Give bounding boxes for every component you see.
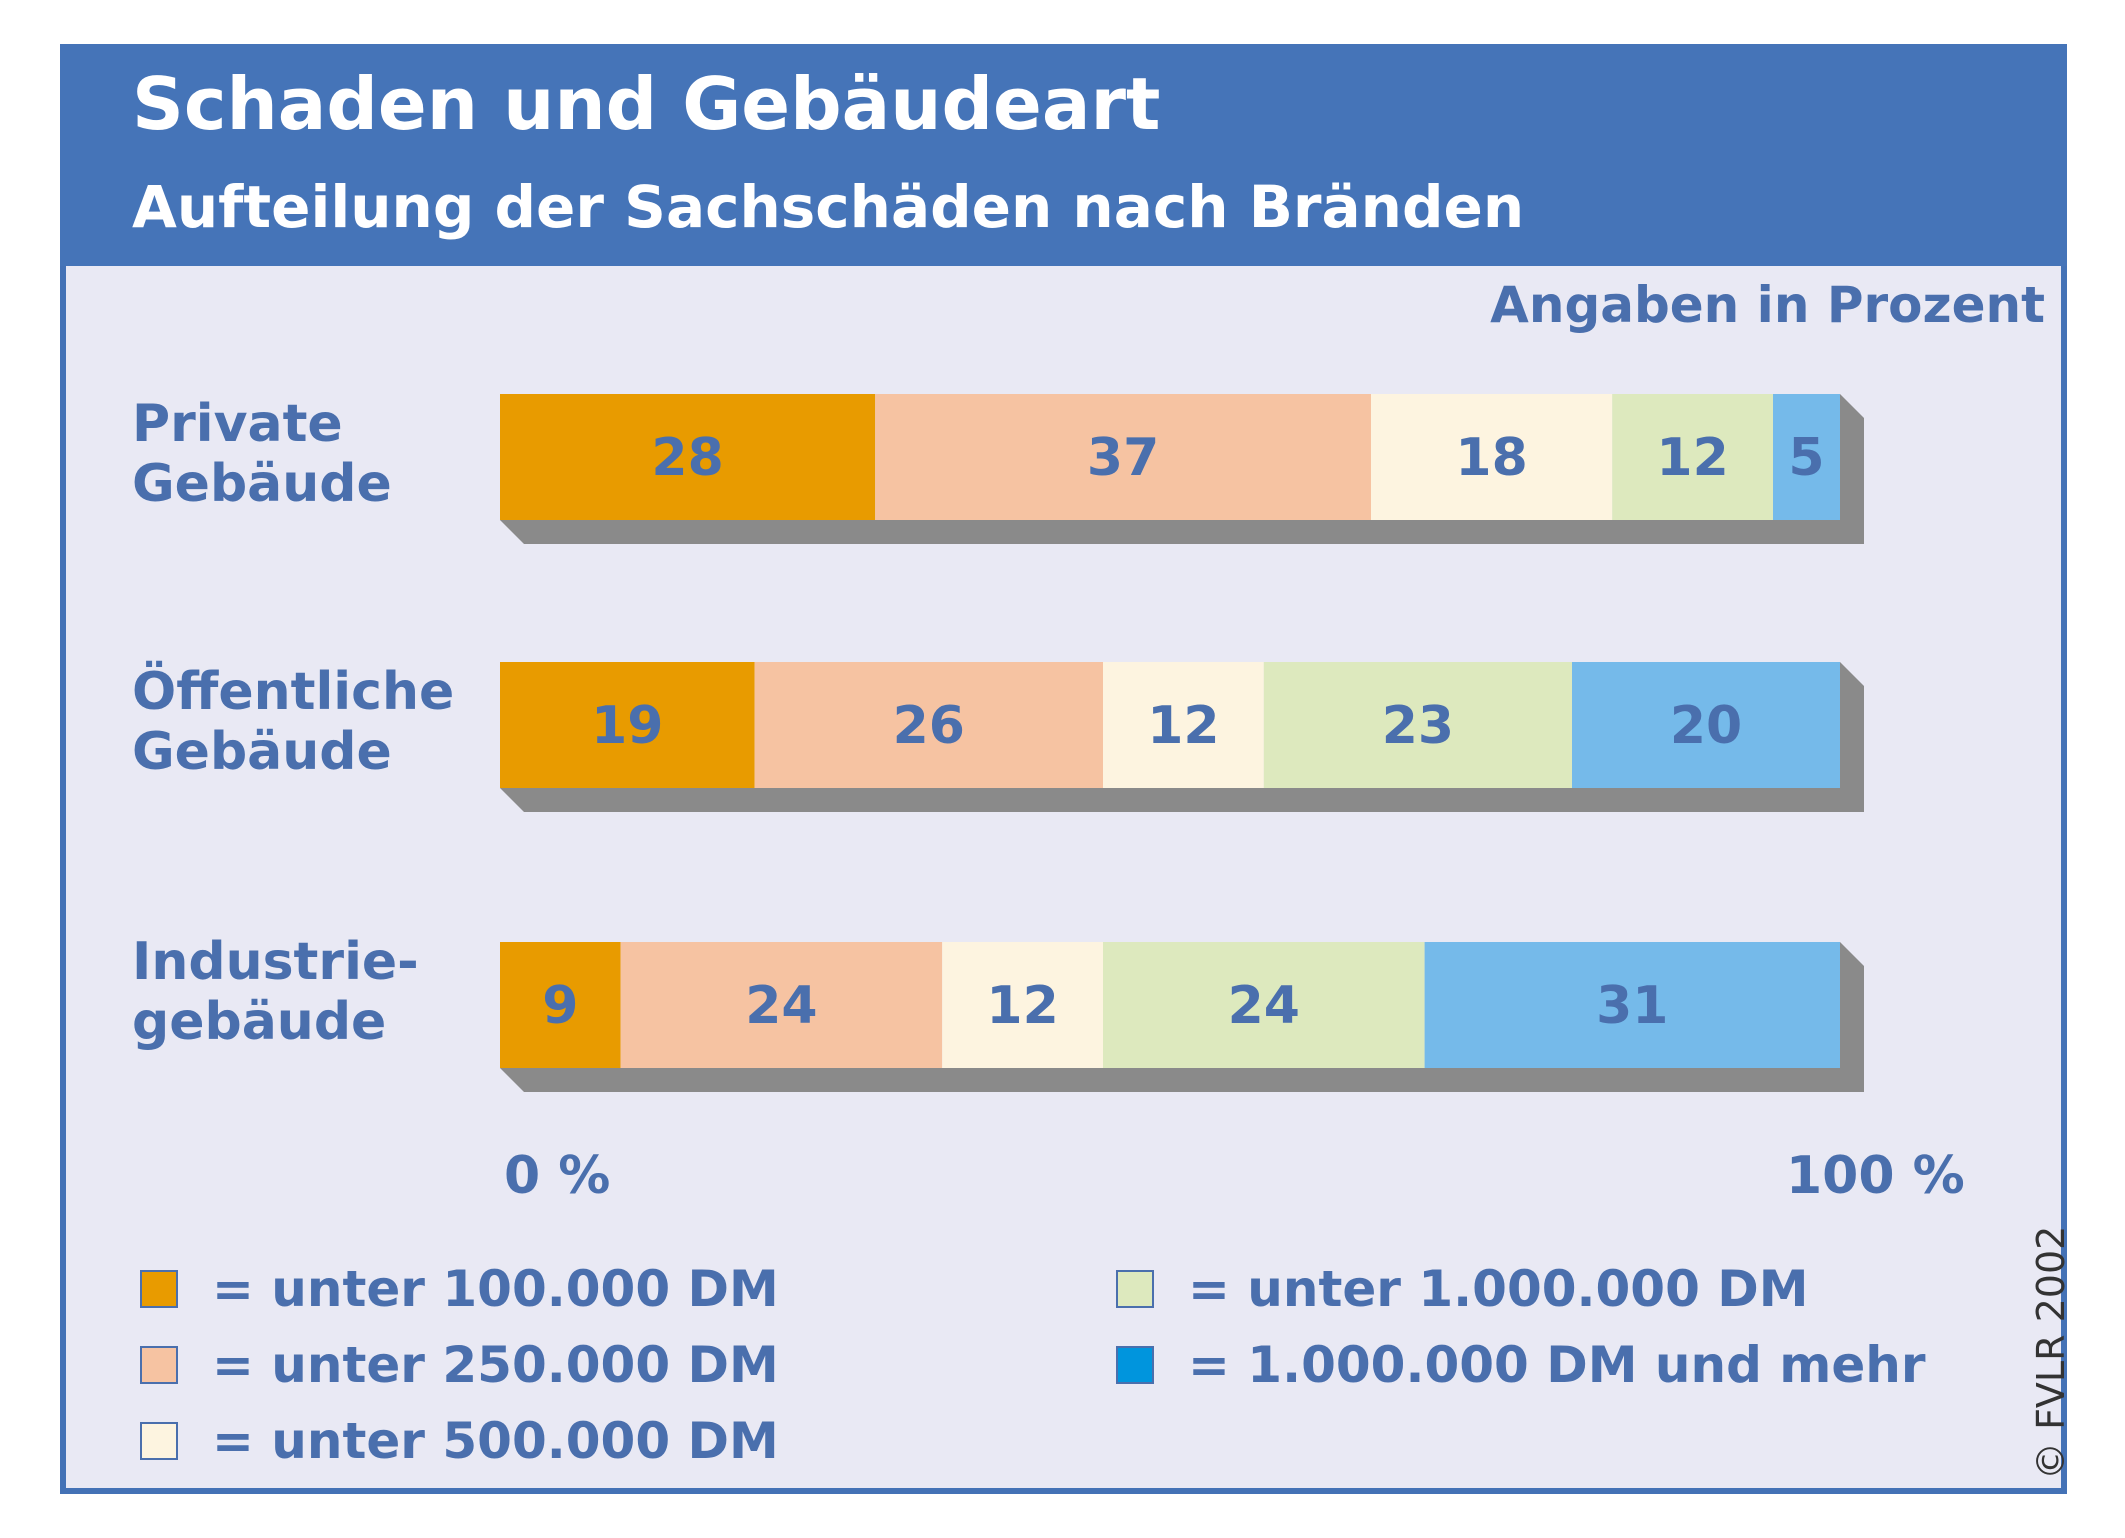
data-label-private-4: 5 [1788,428,1824,488]
bar-segment-private-1 [875,394,1371,520]
bar-segment-industry-1 [620,942,943,1068]
bar-shadow-public [500,662,1864,812]
legend-label: = unter 100.000 DM [212,1260,779,1318]
legend-item-100k: = unter 100.000 DM [140,1260,779,1318]
unit-note: Angaben in Prozent [1490,276,2045,334]
axis-label-min: 0 % [504,1146,611,1206]
data-label-public-4: 20 [1670,696,1742,756]
bar-segment-industry-0 [500,942,621,1068]
row-label-line2: Gebäude [132,722,392,782]
legend-item-500k: = unter 500.000 DM [140,1412,779,1470]
data-label-private-1: 37 [1087,428,1159,488]
bar-segment-private-4 [1773,394,1840,520]
legend-label: = 1.000.000 DM und mehr [1188,1336,1926,1394]
legend-swatch [1116,1346,1154,1384]
row-label-line2: gebäude [132,992,387,1052]
legend-label: = unter 1.000.000 DM [1188,1260,1809,1318]
bar-segment-public-4 [1572,662,1840,788]
bar-segment-private-2 [1371,394,1613,520]
legend-swatch [140,1422,178,1460]
copyright-note: © FVLR 2002 [2029,1225,2073,1480]
data-label-industry-1: 24 [745,976,817,1036]
row-label-private: Private Gebäude [132,394,392,514]
row-label-line2: Gebäude [132,454,392,514]
data-label-industry-0: 9 [542,976,578,1036]
bar-segment-industry-4 [1424,942,1840,1068]
data-label-public-1: 26 [893,696,965,756]
bar-segment-public-2 [1103,662,1264,788]
data-label-private-2: 18 [1455,428,1527,488]
bar-segment-industry-2 [942,942,1103,1068]
chart-header [60,44,2067,266]
bar-segment-public-3 [1263,662,1572,788]
axis-label-max: 100 % [1786,1146,1965,1206]
data-label-industry-3: 24 [1228,976,1300,1036]
data-label-private-3: 12 [1656,428,1728,488]
legend-swatch [1116,1270,1154,1308]
row-label-industry: Industrie- gebäude [132,932,419,1052]
bar-segment-public-0 [500,662,755,788]
data-label-industry-4: 31 [1596,976,1668,1036]
legend-item-1m: = unter 1.000.000 DM [1116,1260,1809,1318]
data-label-industry-2: 12 [986,976,1058,1036]
legend-label: = unter 500.000 DM [212,1412,779,1470]
legend-label: = unter 250.000 DM [212,1336,779,1394]
legend-item-more: = 1.000.000 DM und mehr [1116,1336,1926,1394]
chart-title: Schaden und Gebäudeart [132,62,1161,146]
bar-shadow-industry [500,942,1864,1092]
legend-swatch [140,1346,178,1384]
row-label-line1: Öffentliche [132,662,455,722]
row-label-line1: Industrie- [132,932,419,992]
bar-shadow-private [500,394,1864,544]
legend-item-250k: = unter 250.000 DM [140,1336,779,1394]
data-label-public-2: 12 [1147,696,1219,756]
bar-segment-industry-3 [1103,942,1425,1068]
bar-segment-public-1 [754,662,1103,788]
chart-subtitle: Aufteilung der Sachschäden nach Bränden [132,173,1525,241]
row-label-public: Öffentliche Gebäude [132,662,454,782]
data-label-private-0: 28 [651,428,723,488]
legend-swatch [140,1270,178,1308]
bar-segment-private-3 [1612,394,1773,520]
bar-segment-private-0 [500,394,876,520]
data-label-public-0: 19 [591,696,663,756]
data-label-public-3: 23 [1382,696,1454,756]
row-label-line1: Private [132,394,343,454]
